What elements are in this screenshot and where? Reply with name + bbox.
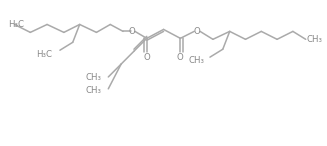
Text: CH₃: CH₃ [307, 35, 323, 44]
Text: H₃C: H₃C [36, 50, 52, 59]
Text: CH₃: CH₃ [85, 86, 101, 95]
Text: CH₃: CH₃ [188, 56, 204, 65]
Text: O: O [194, 27, 200, 36]
Text: H₃C: H₃C [9, 20, 25, 29]
Text: O: O [177, 53, 184, 62]
Text: O: O [129, 27, 135, 36]
Text: CH₃: CH₃ [85, 73, 101, 82]
Text: O: O [144, 53, 150, 62]
